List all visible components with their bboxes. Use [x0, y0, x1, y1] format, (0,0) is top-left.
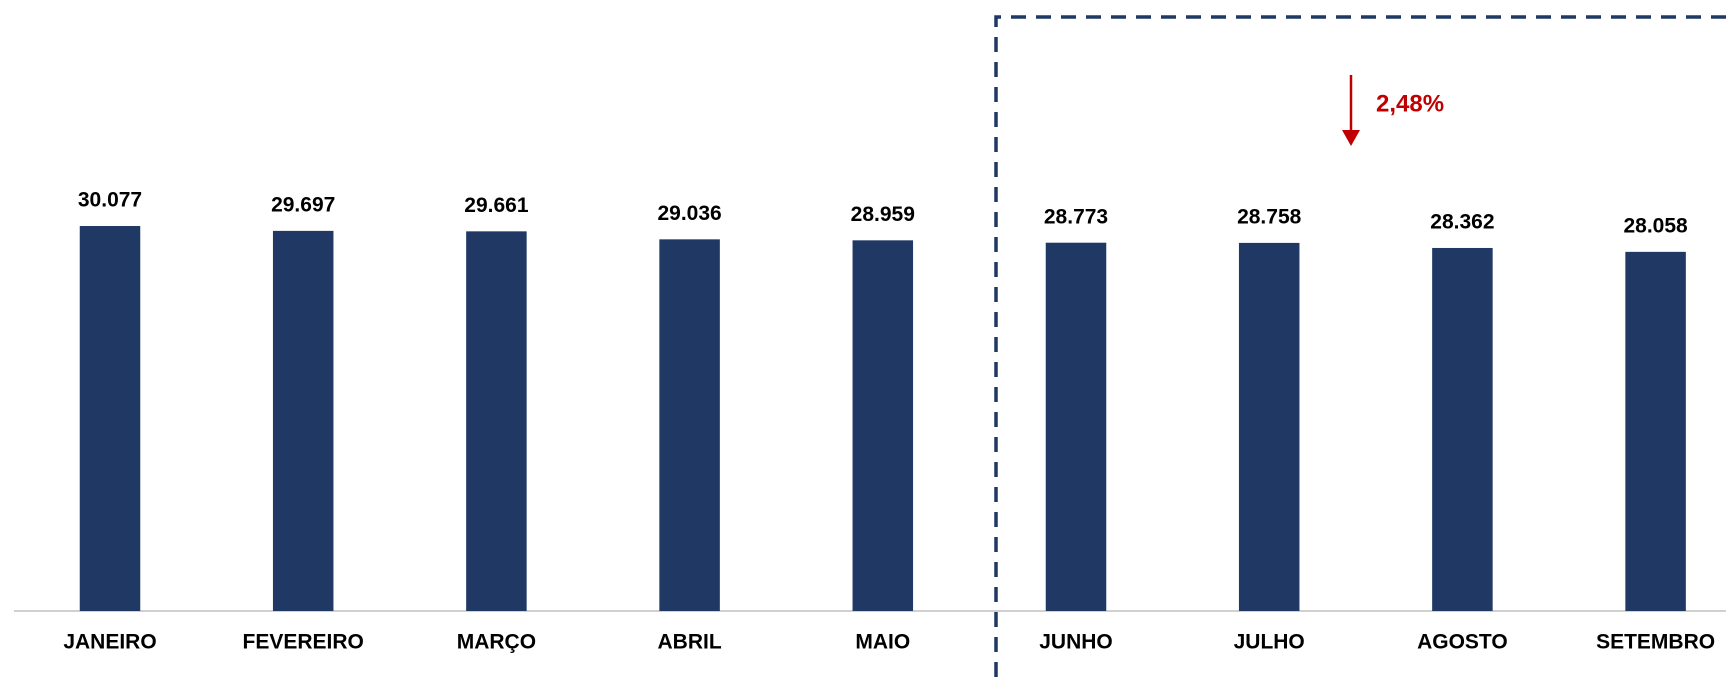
value-label: 29.036: [657, 202, 721, 225]
annotation-arrowhead: [1342, 130, 1360, 146]
bar: [1238, 242, 1300, 612]
x-tick-label: ABRIL: [658, 631, 722, 654]
bar: [466, 231, 527, 611]
bar: [659, 239, 720, 611]
value-label: 28.959: [851, 203, 915, 226]
x-tick-label: AGOSTO: [1417, 631, 1508, 654]
value-label: 28.362: [1430, 211, 1494, 234]
x-tick-label: SETEMBRO: [1596, 631, 1715, 654]
bar: [79, 226, 141, 611]
value-label: 30.077: [78, 189, 142, 212]
x-tick-label: JANEIRO: [63, 631, 156, 654]
annotation: 2,48%: [1376, 90, 1444, 117]
value-label: 28.758: [1237, 205, 1302, 228]
x-tick-label: FEVEREIRO: [243, 631, 364, 654]
value-label: 29.661: [464, 194, 529, 217]
x-tick-label: JULHO: [1234, 631, 1305, 654]
value-label: 28.773: [1044, 205, 1108, 228]
x-tick-label: MAIO: [855, 631, 910, 654]
x-tick-label: MARÇO: [457, 631, 536, 654]
value-label: 29.697: [271, 193, 335, 216]
bar: [1432, 247, 1493, 611]
x-tick-label: JUNHO: [1039, 631, 1113, 654]
bar: [1045, 242, 1107, 611]
bar: [1625, 251, 1686, 611]
bar: [852, 240, 914, 611]
value-label: 28.058: [1623, 214, 1688, 237]
highlight-box: [994, 15, 1726, 677]
bar: [272, 230, 334, 611]
